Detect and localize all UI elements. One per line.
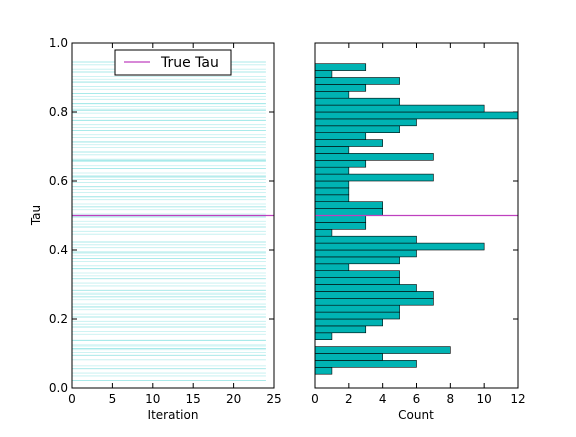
histogram-bar <box>314 70 333 78</box>
x-tick-label: 15 <box>186 392 201 406</box>
histogram-bar <box>314 256 400 265</box>
histogram-bar <box>314 77 400 85</box>
y-tick-label: 0.8 <box>49 105 68 119</box>
histogram-bar <box>314 353 383 361</box>
histogram-bars <box>314 63 519 375</box>
trace-y-axis-label: Tau <box>29 205 43 226</box>
histogram-bar <box>314 235 417 244</box>
histogram-bar <box>314 222 367 230</box>
y-tick-label: 0.4 <box>49 243 68 257</box>
histogram-bar <box>314 97 400 106</box>
histogram-bar <box>314 201 383 209</box>
y-tick-label: 0.0 <box>49 381 68 395</box>
histogram-bar <box>314 332 333 340</box>
histogram-bar <box>314 180 350 189</box>
histogram-bar <box>314 139 383 147</box>
histogram-bar <box>314 360 417 368</box>
histogram-bar <box>314 304 400 313</box>
histogram-bar <box>314 63 367 71</box>
trace-y-ticks: 0.0 0.2 0.4 0.6 0.8 1.0 <box>49 36 518 395</box>
histogram-bar <box>314 84 367 92</box>
histogram-bar <box>314 91 350 99</box>
histogram-bar <box>314 242 485 251</box>
histogram-bar <box>314 249 417 258</box>
histogram-bar <box>314 270 400 278</box>
y-tick-label: 0.6 <box>49 174 68 188</box>
x-tick-label: 8 <box>447 392 455 406</box>
x-tick-label: 12 <box>510 392 525 406</box>
trace-axes-frame <box>71 42 275 389</box>
histogram-bar <box>314 229 333 237</box>
histogram-bar <box>314 297 434 306</box>
histogram-bar <box>314 284 417 292</box>
histogram-bar <box>314 346 451 354</box>
histogram-bar <box>314 291 434 299</box>
histogram-bar <box>314 146 350 154</box>
x-tick-label: 4 <box>379 392 387 406</box>
x-tick-label: 10 <box>477 392 492 406</box>
histogram-bar <box>314 311 400 320</box>
histogram-bar <box>314 173 434 182</box>
x-tick-label: 20 <box>226 392 241 406</box>
legend: True Tau <box>114 49 232 76</box>
trace-x-axis-label: Iteration <box>148 408 199 422</box>
histogram-bar <box>314 111 519 120</box>
x-tick-label: 2 <box>345 392 353 406</box>
trace-panel: 0 5 10 15 20 25 0.00.20.40.60.81.0 Iteration … <box>29 36 518 422</box>
histogram-bar <box>314 208 383 216</box>
histogram-bar <box>314 187 350 196</box>
histogram-bar <box>314 125 400 134</box>
trace-lines <box>72 61 266 381</box>
histogram-bar <box>314 153 434 161</box>
x-tick-label: 0 <box>68 392 76 406</box>
histogram-bar <box>314 132 367 140</box>
histogram-bar <box>314 277 400 285</box>
histogram-bar <box>314 160 367 168</box>
histogram-bar <box>314 194 350 203</box>
x-tick-label: 10 <box>145 392 160 406</box>
x-tick-label: 25 <box>266 392 281 406</box>
histogram-panel: 0 2 4 6 8 10 12 Count <box>311 42 526 422</box>
x-tick-label: 6 <box>413 392 421 406</box>
histogram-bar <box>314 118 417 127</box>
histogram-x-axis-label: Count <box>398 408 434 422</box>
histogram-bar <box>314 263 350 271</box>
y-tick-label: 0.2 <box>49 312 68 326</box>
legend-label: True Tau <box>160 55 219 71</box>
histogram-bar <box>314 325 367 334</box>
histogram-bar <box>314 166 350 175</box>
trace-x-ticks: 0 5 10 15 20 25 <box>68 43 282 406</box>
histogram-x-ticks: 0 2 4 6 8 10 12 <box>311 43 526 406</box>
y-tick-label: 1.0 <box>49 36 68 50</box>
x-tick-label: 0 <box>311 392 319 406</box>
histogram-bar <box>314 104 485 113</box>
histogram-bar <box>314 366 333 375</box>
histogram-bar <box>314 318 383 327</box>
histogram-bar <box>314 215 367 223</box>
x-tick-label: 5 <box>109 392 117 406</box>
